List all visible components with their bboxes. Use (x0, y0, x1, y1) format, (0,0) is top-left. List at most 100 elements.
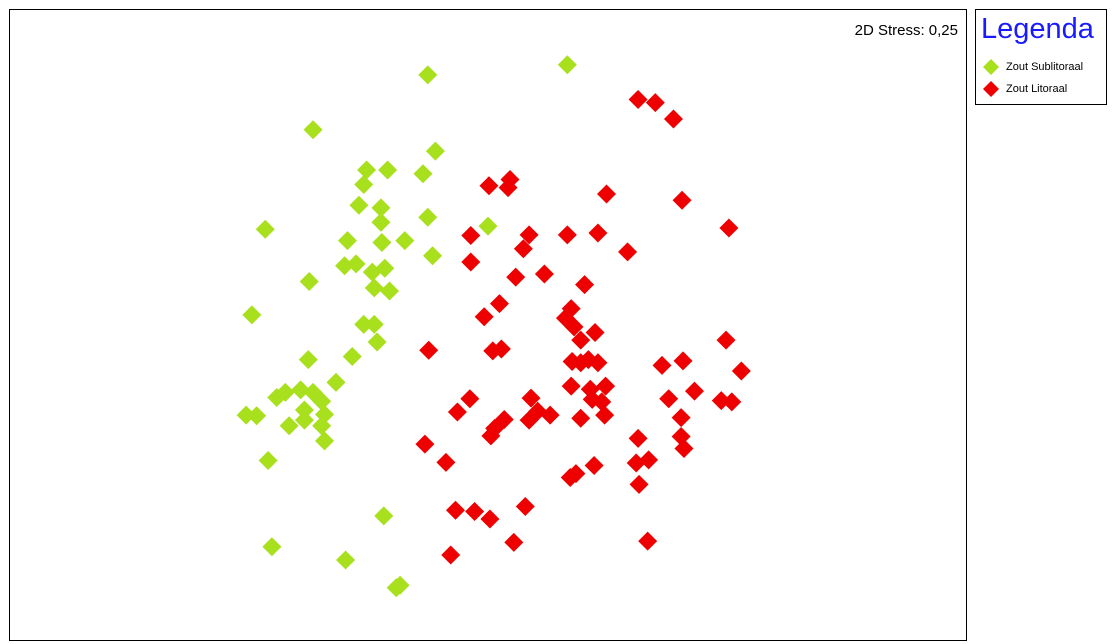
point-zout-sublitoraal-36 (312, 391, 332, 411)
point-zout-litoraal-17 (506, 267, 526, 287)
point-zout-sublitoraal-12 (478, 216, 498, 236)
point-zout-sublitoraal-1 (557, 55, 577, 75)
point-zout-litoraal-42 (521, 388, 541, 408)
point-zout-litoraal-71 (480, 509, 500, 529)
point-zout-sublitoraal-8 (349, 195, 369, 215)
point-zout-litoraal-18 (575, 275, 595, 295)
point-zout-sublitoraal-38 (236, 405, 256, 425)
point-zout-sublitoraal-48 (336, 550, 356, 570)
point-zout-sublitoraal-5 (378, 160, 398, 180)
point-zout-sublitoraal-3 (425, 141, 445, 161)
point-zout-sublitoraal-7 (354, 175, 374, 195)
point-zout-litoraal-69 (445, 500, 465, 520)
point-zout-sublitoraal-14 (337, 231, 357, 251)
point-zout-sublitoraal-46 (374, 506, 394, 526)
point-zout-sublitoraal-19 (335, 256, 355, 276)
point-zout-sublitoraal-43 (312, 416, 332, 436)
point-zout-litoraal-10 (519, 225, 539, 245)
point-zout-litoraal-50 (540, 405, 560, 425)
point-zout-litoraal-37 (561, 376, 581, 396)
point-zout-litoraal-36 (731, 361, 751, 381)
point-zout-sublitoraal-2 (303, 120, 323, 140)
point-zout-sublitoraal-13 (255, 219, 275, 239)
legend-label-zout-sublitoraal: Zout Sublitoraal (1006, 61, 1084, 73)
point-zout-litoraal-15 (461, 252, 481, 272)
point-zout-sublitoraal-42 (279, 416, 299, 436)
point-zout-litoraal-25 (571, 330, 591, 350)
point-zout-sublitoraal-30 (298, 350, 318, 370)
point-zout-litoraal-57 (481, 426, 501, 446)
point-zout-litoraal-74 (504, 532, 524, 552)
point-zout-sublitoraal-25 (242, 305, 262, 325)
point-zout-litoraal-6 (597, 184, 617, 204)
point-zout-litoraal-48 (447, 402, 467, 422)
point-zout-litoraal-70 (465, 501, 485, 521)
point-zout-litoraal-60 (415, 434, 435, 454)
point-zout-litoraal-73 (638, 531, 658, 551)
point-zout-litoraal-29 (491, 339, 511, 359)
point-zout-litoraal-1 (645, 93, 665, 113)
point-zout-litoraal-44 (592, 392, 612, 412)
point-zout-sublitoraal-17 (423, 246, 443, 266)
point-zout-litoraal-35 (673, 351, 693, 371)
point-zout-litoraal-33 (588, 353, 608, 373)
point-zout-sublitoraal-45 (258, 450, 278, 470)
point-zout-sublitoraal-24 (380, 281, 400, 301)
point-zout-litoraal-39 (596, 376, 616, 396)
point-zout-litoraal-11 (557, 225, 577, 245)
point-zout-litoraal-8 (719, 218, 739, 238)
point-zout-sublitoraal-29 (342, 347, 362, 366)
point-zout-sublitoraal-44 (315, 431, 335, 451)
point-zout-sublitoraal-15 (372, 232, 392, 252)
point-zout-litoraal-52 (519, 410, 539, 430)
point-zout-litoraal-53 (571, 408, 591, 428)
point-zout-litoraal-68 (629, 474, 649, 494)
point-zout-litoraal-72 (515, 496, 535, 516)
point-zout-sublitoraal-35 (267, 387, 287, 407)
point-zout-litoraal-63 (584, 455, 604, 475)
point-zout-sublitoraal-21 (362, 262, 382, 282)
point-zout-litoraal-61 (674, 438, 694, 458)
legend-item-zout-sublitoraal: Zout Sublitoraal (982, 58, 1083, 76)
point-zout-litoraal-54 (595, 405, 615, 425)
point-zout-litoraal-27 (419, 340, 439, 360)
point-zout-sublitoraal-39 (247, 406, 267, 426)
point-zout-litoraal-0 (628, 89, 648, 109)
point-zout-sublitoraal-4 (357, 160, 377, 180)
point-zout-litoraal-14 (618, 242, 638, 262)
point-zout-litoraal-23 (564, 317, 584, 337)
point-zout-sublitoraal-31 (326, 372, 346, 392)
point-zout-sublitoraal-18 (346, 254, 366, 274)
point-zout-sublitoraal-0 (418, 65, 438, 85)
point-zout-litoraal-58 (628, 428, 648, 448)
point-zout-sublitoraal-50 (386, 578, 406, 598)
point-zout-litoraal-24 (585, 323, 605, 343)
point-zout-litoraal-21 (474, 307, 494, 327)
point-zout-sublitoraal-22 (299, 272, 319, 292)
point-zout-litoraal-5 (498, 178, 518, 198)
point-zout-sublitoraal-47 (262, 537, 282, 557)
point-zout-litoraal-19 (489, 294, 509, 314)
scatter-plot (236, 55, 751, 598)
point-zout-sublitoraal-27 (364, 314, 384, 334)
point-zout-sublitoraal-33 (291, 380, 311, 400)
point-zout-litoraal-4 (479, 176, 499, 196)
point-zout-litoraal-9 (461, 226, 481, 246)
point-zout-litoraal-47 (722, 392, 742, 412)
point-zout-litoraal-40 (684, 381, 704, 401)
point-zout-litoraal-26 (716, 330, 736, 350)
legend-marker-zout-sublitoraal (983, 59, 999, 75)
point-zout-litoraal-7 (672, 190, 692, 210)
legend-item-zout-litoraal: Zout Litoraal (982, 80, 1067, 98)
point-zout-sublitoraal-28 (367, 332, 387, 352)
point-zout-sublitoraal-41 (294, 410, 314, 430)
point-zout-sublitoraal-23 (364, 278, 384, 298)
plot-area: 2D Stress: 0,25 (9, 9, 967, 641)
point-zout-litoraal-65 (639, 450, 659, 470)
point-zout-sublitoraal-26 (354, 314, 374, 334)
legend-marker-zout-litoraal (983, 81, 999, 97)
legend: Legenda Zout Sublitoraal Zout Litoraal (975, 9, 1107, 105)
point-zout-sublitoraal-10 (418, 207, 438, 227)
point-zout-litoraal-12 (588, 223, 608, 243)
point-zout-sublitoraal-6 (413, 164, 433, 184)
